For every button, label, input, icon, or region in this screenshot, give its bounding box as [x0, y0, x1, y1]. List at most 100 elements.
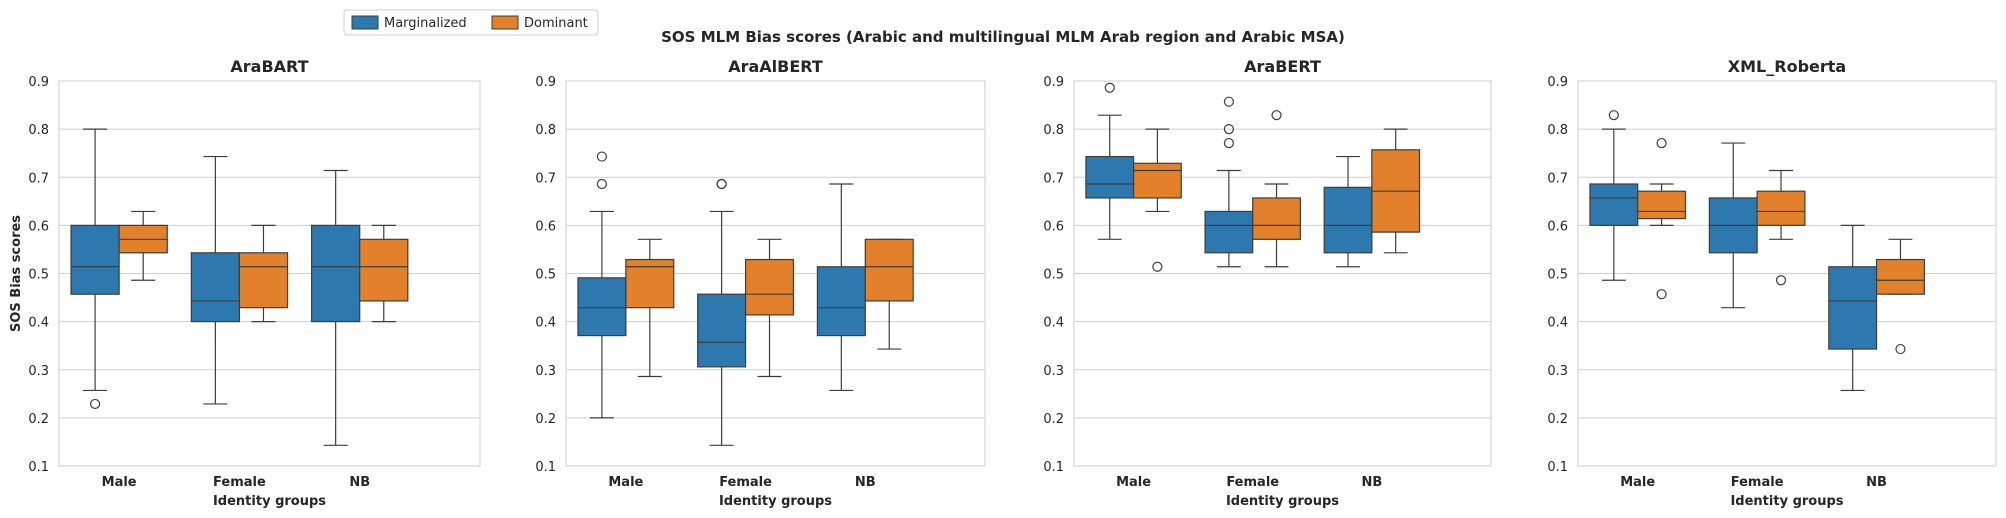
box-dominant-female: [1252, 110, 1301, 268]
panel-title: AraBERT: [1244, 57, 1321, 76]
y-tick-label: 0.1: [1547, 460, 1568, 475]
outlier-point: [596, 151, 608, 162]
box-marginalized-nb: [1828, 224, 1878, 392]
y-tick-label: 0.8: [28, 123, 49, 138]
outlier-point: [1608, 110, 1619, 121]
legend-label-dominant: Dominant: [524, 16, 588, 31]
box-marginalized-nb: [1323, 155, 1373, 268]
box-body: [311, 224, 361, 323]
box-body: [744, 258, 795, 316]
box-body: [1252, 197, 1301, 240]
box-body: [1875, 258, 1925, 295]
y-tick-label: 0.2: [1043, 412, 1064, 427]
y-tick-label: 0.2: [1547, 412, 1568, 427]
panel-arabart: 0.1 0.2 0.3 0.4 0.5 0.6 0.7 0.8 0.9 AraBART Male Fe…: [9, 57, 481, 509]
box-body: [1828, 266, 1878, 350]
box-body: [864, 238, 914, 302]
y-tick-label: 0.5: [535, 268, 556, 283]
y-tick-label: 0.6: [28, 219, 49, 234]
box-marginalized-female: [1708, 142, 1758, 309]
box-body: [577, 277, 627, 337]
outlier-point: [1656, 289, 1667, 300]
box-dominant-nb: [864, 238, 914, 350]
y-tick-label: 0.9: [535, 75, 556, 90]
box-dominant-nb: [359, 224, 409, 323]
box-dominant-male: [625, 238, 675, 378]
outlier-point: [89, 398, 101, 410]
x-tick-label: Male: [102, 475, 137, 490]
box-body: [238, 252, 289, 309]
legend-label-marginalized: Marginalized: [384, 16, 467, 31]
x-tick-label: NB: [1361, 475, 1382, 490]
outlier-point: [1656, 137, 1667, 149]
outlier-point: [1271, 110, 1282, 121]
y-tick-label: 0.7: [1547, 171, 1568, 186]
x-tick-label: Female: [1731, 475, 1784, 490]
outlier-point: [596, 178, 608, 190]
box-marginalized-male: [577, 151, 627, 419]
outlier-point: [1152, 261, 1163, 272]
panel-title: XML_Roberta: [1728, 57, 1846, 76]
x-tick-label: NB: [855, 475, 876, 490]
box-dominant-female: [238, 224, 289, 323]
y-tick-label: 0.4: [535, 316, 556, 331]
box-marginalized-female: [1204, 96, 1254, 268]
box-body: [190, 252, 241, 323]
y-tick-label: 0.7: [1043, 171, 1064, 186]
box-body: [359, 238, 409, 302]
y-tick-label: 0.9: [28, 75, 49, 90]
box-body: [1132, 162, 1182, 199]
y-tick-label: 0.7: [535, 171, 556, 186]
y-tick-label: 0.2: [535, 412, 556, 427]
outlier-point: [1223, 137, 1234, 149]
figure-suptitle: SOS MLM Bias scores (Arabic and multilin…: [661, 28, 1345, 46]
y-tick-label: 0.3: [1547, 364, 1568, 379]
outlier-point: [1223, 124, 1234, 135]
box-dominant-female: [1756, 169, 1806, 286]
panel-araalbert: 0.1 0.2 0.3 0.4 0.5 0.6 0.7 0.8 0.9 AraAlBERT Male…: [535, 57, 986, 509]
outlier-point: [1775, 275, 1787, 286]
box-body: [1589, 183, 1639, 226]
box-body: [1756, 190, 1806, 226]
y-tick-label: 0.8: [535, 123, 556, 138]
x-axis-label: Identity groups: [719, 494, 832, 509]
panel-title: AraAlBERT: [728, 57, 823, 76]
axes-frame: [1073, 80, 1492, 467]
y-tick-label: 0.1: [535, 460, 556, 475]
x-tick-label: Female: [213, 475, 266, 490]
box-dominant-male: [1637, 137, 1687, 300]
y-tick-label: 0.3: [28, 364, 49, 379]
box-dominant-nb: [1371, 128, 1421, 254]
box-marginalized-nb: [311, 169, 361, 446]
x-tick-label: NB: [1866, 475, 1887, 490]
panel-arabert: 0.1 0.2 0.3 0.4 0.5 0.6 0.7 0.8 0.9 AraBERT Male Fe…: [1043, 57, 1492, 509]
x-tick-label: Female: [719, 475, 772, 490]
outlier-point: [1104, 82, 1115, 93]
y-tick-label: 0.8: [1547, 123, 1568, 138]
box-marginalized-female: [190, 155, 241, 405]
axes-frame: [58, 80, 481, 467]
box-body: [697, 293, 747, 368]
y-tick-label: 0.4: [1547, 316, 1568, 331]
y-axis-label: SOS Bias scores: [9, 215, 24, 332]
axes-frame: [1577, 80, 1997, 467]
y-tick-label: 0.5: [1547, 268, 1568, 283]
y-tick-label: 0.3: [535, 364, 556, 379]
chart-panels: 0.1 0.2 0.3 0.4 0.5 0.6 0.7 0.8 0.9 AraBART Male Fe…: [9, 57, 1997, 509]
y-tick-label: 0.2: [28, 412, 49, 427]
box-marginalized-nb: [816, 183, 866, 392]
box-marginalized-male: [70, 128, 120, 410]
box-dominant-female: [744, 238, 795, 378]
y-tick-label: 0.6: [1547, 219, 1568, 234]
legend-swatch-marginalized: [351, 15, 379, 30]
y-tick-label: 0.4: [28, 316, 49, 331]
y-tick-label: 0.8: [1043, 123, 1064, 138]
y-tick-label: 0.6: [535, 219, 556, 234]
x-tick-label: Male: [1620, 475, 1655, 490]
y-tick-label: 0.1: [28, 460, 49, 475]
y-tick-label: 0.4: [1043, 316, 1064, 331]
x-tick-label: Female: [1226, 475, 1279, 490]
y-tick-label: 0.7: [28, 171, 49, 186]
box-body: [816, 266, 866, 337]
y-tick-label: 0.9: [1547, 75, 1568, 90]
